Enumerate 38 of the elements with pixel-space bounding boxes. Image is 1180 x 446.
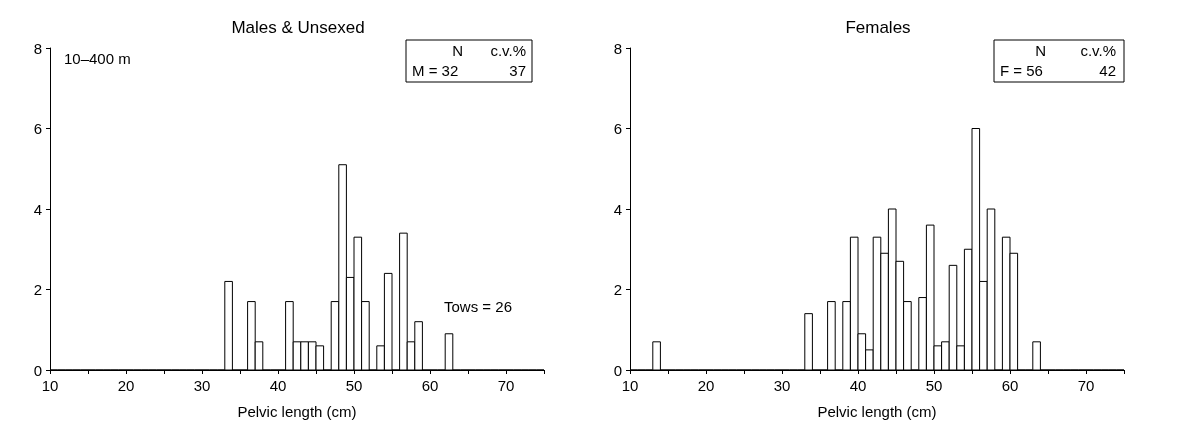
x-tick-label: 40 [849, 377, 867, 394]
y-tick-label: 8 [613, 39, 622, 57]
x-tick-label: 30 [193, 377, 211, 394]
annotation: Tows = 26 [444, 297, 512, 315]
y-tick-label: 4 [613, 200, 622, 218]
x-tick-label: 20 [117, 377, 135, 394]
x-tick-label: 50 [345, 377, 363, 394]
x-tick-label: 30 [773, 377, 791, 394]
annotation: N [1035, 41, 1046, 59]
y-tick-label: 2 [33, 281, 42, 298]
annotation: c.v.% [1080, 41, 1116, 59]
annotation: 42 [1099, 61, 1116, 79]
x-axis-title: Pelvic length (cm) [817, 403, 937, 420]
annotation: 10–400 m [64, 49, 131, 67]
x-tick-label: 50 [925, 377, 943, 394]
annotation: 37 [509, 61, 526, 79]
x-tick-label: 60 [421, 377, 439, 394]
y-tick-label: 6 [613, 120, 622, 137]
y-tick-label: 6 [33, 120, 42, 137]
chart-title: Males & Unsexed [231, 18, 365, 37]
x-tick-label: 70 [1077, 377, 1095, 394]
x-tick-label: 10 [621, 377, 639, 394]
x-axis-title: Pelvic length (cm) [237, 403, 357, 420]
x-tick-label: 60 [1001, 377, 1019, 394]
y-tick-label: 8 [33, 39, 42, 57]
annotation: N [452, 41, 463, 59]
x-tick-label: 40 [269, 377, 287, 394]
x-tick-label: 10 [41, 377, 59, 394]
y-tick-label: 2 [613, 281, 622, 298]
annotation: F = 56 [1000, 61, 1043, 79]
annotation: c.v.% [490, 41, 526, 59]
y-tick-label: 4 [33, 200, 42, 218]
y-tick-label: 0 [33, 361, 42, 379]
x-tick-label: 70 [497, 377, 515, 394]
annotation: M = 32 [412, 61, 459, 79]
y-tick-label: 0 [613, 361, 622, 379]
chart-title: Females [845, 18, 911, 37]
x-tick-label: 20 [697, 377, 715, 394]
